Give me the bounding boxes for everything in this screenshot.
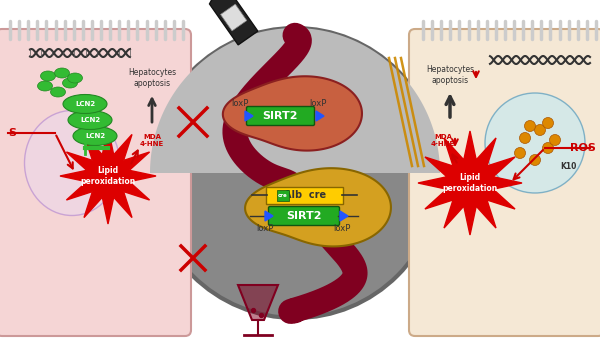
Text: SIRT2: SIRT2 bbox=[262, 111, 298, 121]
Polygon shape bbox=[204, 0, 258, 45]
Text: Lipid
peroxidation: Lipid peroxidation bbox=[80, 166, 136, 186]
Ellipse shape bbox=[50, 87, 65, 97]
Polygon shape bbox=[245, 168, 391, 246]
Text: Alb  cre: Alb cre bbox=[284, 190, 326, 200]
Ellipse shape bbox=[514, 147, 526, 159]
Polygon shape bbox=[265, 211, 273, 221]
Text: cre: cre bbox=[278, 193, 288, 198]
Text: SIRT2: SIRT2 bbox=[286, 211, 322, 221]
Ellipse shape bbox=[62, 78, 77, 88]
Text: S: S bbox=[8, 128, 16, 138]
Ellipse shape bbox=[55, 68, 70, 78]
Ellipse shape bbox=[524, 121, 536, 131]
Polygon shape bbox=[223, 76, 362, 151]
FancyBboxPatch shape bbox=[277, 190, 289, 201]
Ellipse shape bbox=[68, 111, 112, 130]
Text: loxP: loxP bbox=[310, 98, 326, 107]
Ellipse shape bbox=[550, 135, 560, 145]
FancyBboxPatch shape bbox=[0, 29, 191, 336]
Text: ROS: ROS bbox=[570, 143, 596, 153]
Point bbox=[248, 307, 258, 313]
Polygon shape bbox=[60, 128, 156, 224]
Ellipse shape bbox=[41, 71, 56, 81]
FancyBboxPatch shape bbox=[409, 29, 600, 336]
FancyBboxPatch shape bbox=[266, 187, 343, 204]
Ellipse shape bbox=[68, 73, 83, 83]
Text: Hepatocytes
apoptosis: Hepatocytes apoptosis bbox=[426, 65, 474, 85]
Polygon shape bbox=[150, 28, 440, 173]
Text: MDA
4-HNE: MDA 4-HNE bbox=[140, 134, 164, 146]
Ellipse shape bbox=[542, 142, 554, 154]
Text: MDA
4-HNE: MDA 4-HNE bbox=[431, 134, 455, 146]
Ellipse shape bbox=[542, 117, 554, 129]
Polygon shape bbox=[316, 111, 324, 121]
Text: Hepatocytes
apoptosis: Hepatocytes apoptosis bbox=[128, 68, 176, 88]
FancyBboxPatch shape bbox=[268, 207, 340, 226]
Point bbox=[256, 312, 266, 318]
Ellipse shape bbox=[485, 93, 585, 193]
Ellipse shape bbox=[529, 155, 541, 165]
Text: LCN2: LCN2 bbox=[85, 133, 105, 139]
Ellipse shape bbox=[63, 95, 107, 113]
Text: Lipid
peroxidation: Lipid peroxidation bbox=[442, 173, 497, 193]
Text: loxP: loxP bbox=[232, 98, 248, 107]
Polygon shape bbox=[238, 285, 278, 320]
Ellipse shape bbox=[150, 28, 440, 318]
Text: LCN2: LCN2 bbox=[75, 101, 95, 107]
Text: loxP: loxP bbox=[334, 223, 350, 232]
Text: K10: K10 bbox=[560, 161, 576, 170]
Polygon shape bbox=[221, 4, 247, 31]
Text: loxP: loxP bbox=[256, 223, 274, 232]
Polygon shape bbox=[340, 211, 348, 221]
Ellipse shape bbox=[25, 111, 119, 216]
Ellipse shape bbox=[520, 132, 530, 144]
Ellipse shape bbox=[535, 125, 545, 135]
Text: LCN2: LCN2 bbox=[80, 117, 100, 123]
Polygon shape bbox=[245, 111, 253, 121]
Polygon shape bbox=[418, 131, 522, 235]
FancyBboxPatch shape bbox=[247, 106, 314, 126]
Ellipse shape bbox=[38, 81, 53, 91]
Ellipse shape bbox=[73, 126, 117, 145]
